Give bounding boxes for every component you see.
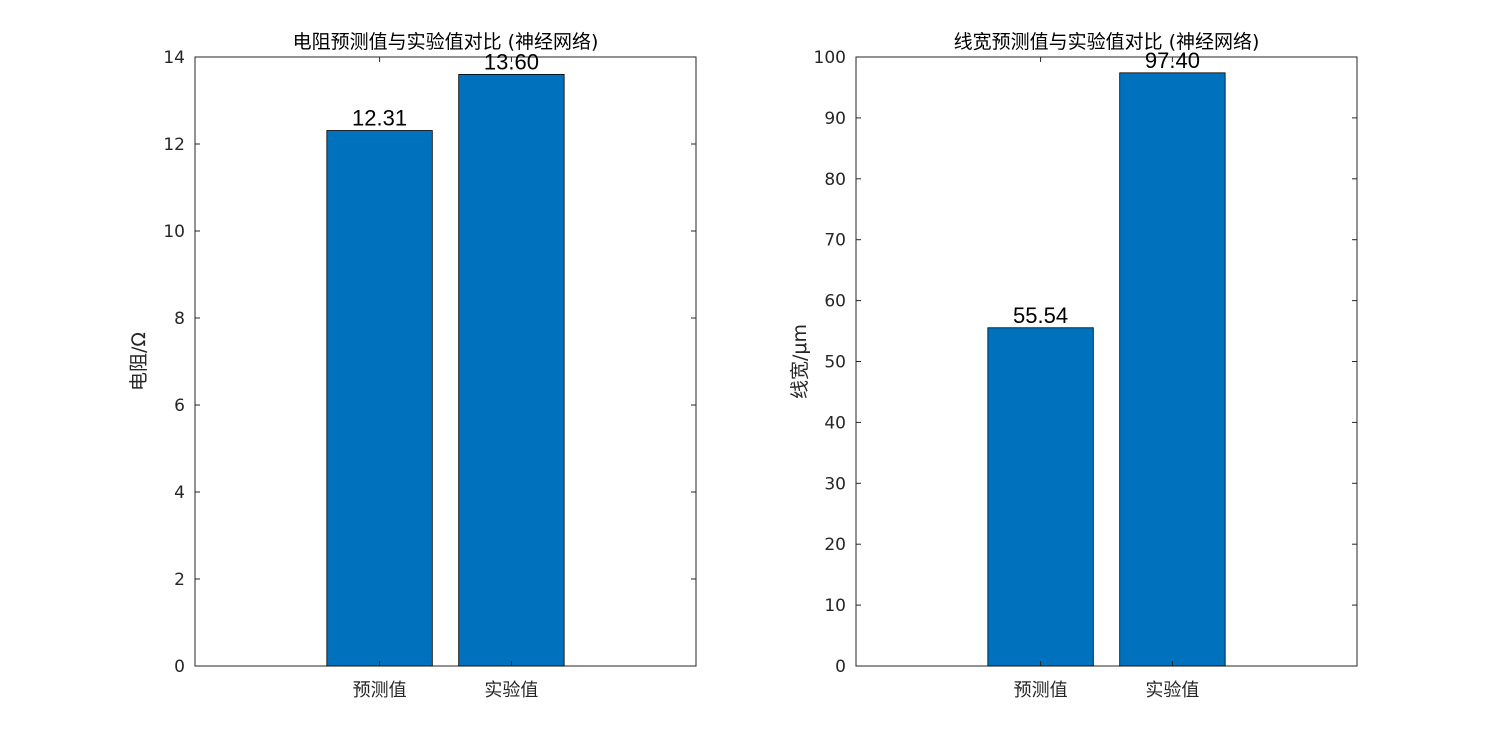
- ytick-label-1-9: 90: [824, 109, 846, 129]
- category-label-0-0: 预测值: [353, 680, 407, 701]
- ytick-label-0-7: 14: [163, 48, 185, 68]
- category-label-0-1: 实验值: [484, 680, 538, 701]
- ytick-label-1-3: 30: [824, 474, 846, 494]
- ytick-label-1-6: 60: [824, 292, 846, 312]
- ytick-label-1-2: 20: [824, 535, 846, 555]
- ytick-label-0-4: 8: [174, 309, 185, 329]
- ytick-label-0-1: 2: [174, 570, 185, 590]
- category-label-1-1: 实验值: [1145, 680, 1199, 701]
- chart-title-1: 线宽预测值与实验值对比 (神经网络): [954, 31, 1260, 53]
- bar-1-0: [987, 327, 1094, 667]
- ytick-label-0-5: 10: [163, 222, 185, 242]
- ytick-label-1-4: 40: [824, 413, 846, 433]
- bar-0-0: [326, 130, 433, 667]
- bar-0-1: [458, 74, 565, 667]
- ytick-label-1-8: 80: [824, 170, 846, 190]
- ytick-label-1-1: 10: [824, 596, 846, 616]
- ytick-label-0-0: 0: [174, 657, 185, 677]
- chart-title-0: 电阻预测值与实验值对比 (神经网络): [293, 31, 599, 53]
- axes-box-1: [855, 56, 1358, 667]
- data-label-1-0: 55.54: [1013, 303, 1068, 328]
- ytick-label-0-3: 6: [174, 396, 185, 416]
- ytick-label-1-0: 0: [835, 657, 846, 677]
- ytick-label-1-7: 70: [824, 231, 846, 251]
- ytick-label-0-2: 4: [174, 483, 185, 503]
- data-label-0-0: 12.31: [352, 106, 407, 131]
- ytick-label-0-6: 12: [163, 135, 185, 155]
- axes-box-0: [194, 56, 697, 667]
- y-axis-label-0: 电阻/Ω: [128, 332, 150, 391]
- bar-1-1: [1119, 72, 1226, 667]
- ytick-label-1-10: 100: [814, 48, 846, 68]
- category-label-1-0: 预测值: [1014, 680, 1068, 701]
- ytick-label-1-5: 50: [824, 353, 846, 373]
- y-axis-label-1: 线宽/μm: [789, 324, 811, 399]
